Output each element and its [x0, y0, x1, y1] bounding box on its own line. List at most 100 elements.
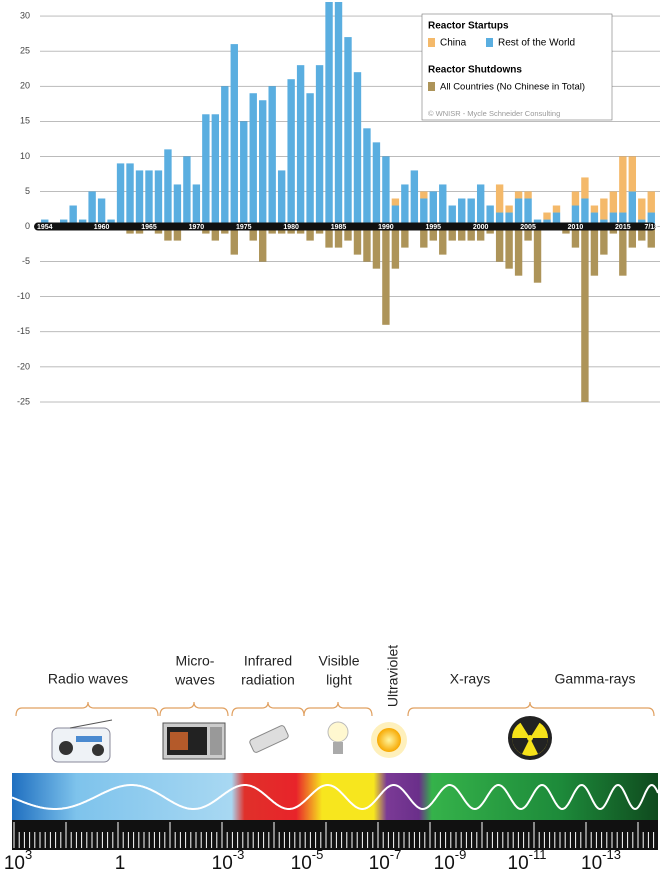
legend-swatch	[428, 38, 435, 47]
x-tick-label: 2005	[520, 224, 536, 231]
bar	[514, 226, 523, 276]
bar	[505, 205, 513, 213]
bar	[458, 198, 466, 227]
bar	[88, 191, 96, 227]
sun-icon	[371, 722, 407, 758]
x-tick-label: 1995	[426, 224, 442, 231]
bar	[533, 226, 542, 283]
bar	[448, 205, 456, 227]
bar	[268, 86, 276, 227]
bar	[211, 114, 220, 227]
bar	[514, 198, 523, 227]
scale-label: 103	[4, 847, 32, 874]
scale-bar	[12, 820, 658, 850]
bar	[334, 226, 343, 248]
bar	[524, 198, 532, 227]
bar	[183, 156, 191, 227]
bar	[259, 226, 267, 262]
bar	[628, 156, 637, 192]
scale-base: 10	[508, 853, 529, 874]
bar	[164, 149, 172, 227]
scale-label: 10-3	[212, 847, 245, 874]
band-label: Micro-	[176, 653, 215, 669]
bar	[420, 191, 428, 199]
bar	[69, 205, 77, 227]
y-tick-label: 30	[20, 10, 30, 20]
bar	[571, 205, 580, 227]
scale-exponent: -13	[602, 847, 621, 862]
bar	[391, 226, 400, 269]
bar	[135, 170, 144, 227]
bar	[192, 184, 201, 227]
bar	[363, 226, 371, 262]
bar	[372, 226, 381, 269]
bar	[581, 226, 589, 402]
legend-label: Rest of the World	[498, 38, 575, 49]
x-tick-label: 2000	[473, 224, 489, 231]
legend-swatch	[428, 82, 435, 91]
x-tick-label: 1975	[236, 224, 252, 231]
legend-title: Reactor Startups	[428, 21, 509, 32]
scale-base: 10	[581, 853, 602, 874]
bar	[306, 93, 314, 227]
legend-swatch	[486, 38, 493, 47]
scale-exponent: -9	[455, 847, 467, 862]
scale-base: 10	[369, 853, 390, 874]
bar	[287, 79, 295, 227]
bar	[571, 226, 580, 248]
legend-title: Reactor Shutdowns	[428, 65, 522, 76]
bar	[524, 226, 532, 241]
bar	[240, 121, 248, 227]
bar	[495, 212, 504, 227]
bar	[476, 184, 485, 227]
radio-icon	[51, 719, 113, 763]
bar	[202, 114, 210, 227]
bar	[429, 191, 437, 227]
y-tick-label: 0	[25, 221, 30, 231]
bar	[628, 191, 637, 227]
scale-label: 10-5	[291, 847, 324, 874]
bar	[334, 2, 343, 227]
x-tick-label: 7/18	[644, 224, 658, 231]
bar	[543, 212, 551, 220]
bar	[514, 191, 523, 199]
bar	[581, 177, 589, 199]
x-tick-label: 1954	[37, 224, 53, 231]
bar	[401, 184, 409, 227]
x-tick-label: 1960	[94, 224, 110, 231]
bar	[609, 212, 618, 227]
bar	[638, 198, 646, 220]
bar	[476, 226, 485, 241]
bar	[372, 142, 381, 227]
bar	[467, 226, 475, 241]
bar	[581, 198, 589, 227]
scale-label: 10-11	[508, 847, 547, 874]
bar	[505, 212, 513, 227]
legend-box	[421, 13, 613, 121]
bar	[353, 72, 362, 227]
bar	[429, 226, 437, 241]
band-label: Gamma-rays	[555, 671, 636, 687]
bar	[145, 170, 153, 227]
band-label: radiation	[241, 672, 295, 688]
remote-icon	[249, 725, 289, 753]
brackets	[15, 701, 655, 717]
scale-exponent: -5	[312, 847, 324, 862]
bar	[524, 191, 532, 199]
bar	[439, 184, 447, 227]
bar	[495, 226, 504, 262]
legend: Reactor Startups China Rest of the World Re…	[428, 21, 585, 118]
x-tick-label: 1970	[189, 224, 205, 231]
scale-exponent: -11	[529, 847, 547, 862]
bar	[382, 226, 390, 325]
spectrum-band	[12, 773, 658, 820]
bar	[628, 226, 637, 248]
bar	[296, 65, 305, 227]
band-label: X-rays	[450, 671, 490, 687]
y-tick-label: 15	[20, 116, 30, 126]
band-label: Infrared	[244, 653, 292, 669]
bar	[505, 226, 513, 269]
y-tick-label: -25	[17, 396, 30, 406]
